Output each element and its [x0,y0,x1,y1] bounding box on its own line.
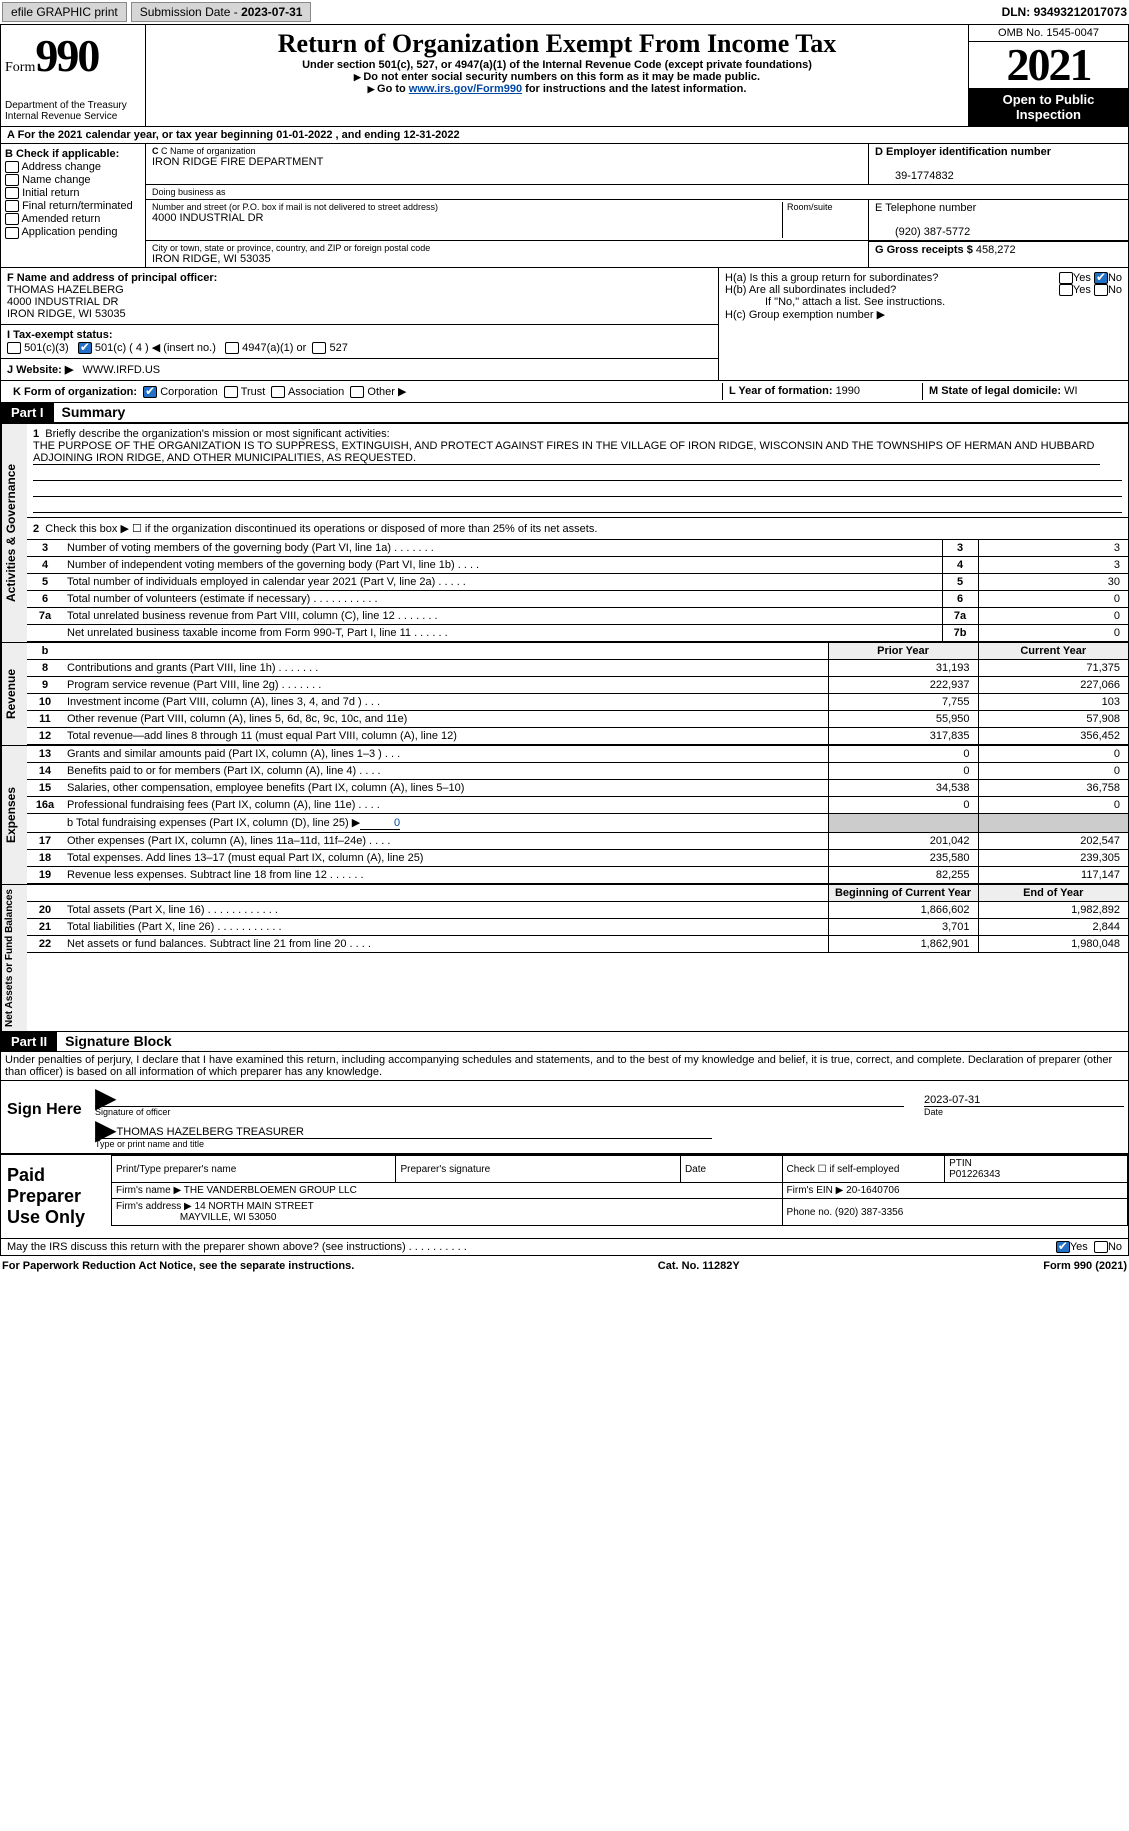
table-activities: 3Number of voting members of the governi… [27,540,1128,642]
chk-assoc[interactable] [271,386,285,398]
chk-discuss-yes[interactable] [1056,1241,1070,1253]
summary-netassets: Net Assets or Fund Balances Beginning of… [0,885,1129,1032]
form-number: Form990 [5,29,141,82]
row-a-tax-year: A For the 2021 calendar year, or tax yea… [0,127,1129,144]
form-title: Return of Organization Exempt From Incom… [152,29,962,59]
part2-header: Part IISignature Block [0,1032,1129,1052]
box-c-dba: Doing business as [146,185,868,199]
chk-hb-no[interactable] [1094,284,1108,296]
summary-activities: Activities & Governance 1 Briefly descri… [0,423,1129,643]
chk-name-change[interactable]: Name change [5,174,141,186]
vtab-netassets: Net Assets or Fund Balances [1,885,27,1031]
box-m-state: M State of legal domicile: WI [922,383,1122,400]
chk-ha-no[interactable] [1094,272,1108,284]
box-i-status: I Tax-exempt status: 501(c)(3) 501(c) ( … [7,329,712,354]
chk-4947[interactable] [225,342,239,354]
box-c-city: City or town, state or province, country… [146,241,868,267]
part1-header: Part ISummary [0,403,1129,423]
dept-treasury: Department of the Treasury Internal Reve… [5,100,141,122]
block-bcdeg: B Check if applicable: Address change Na… [0,144,1129,268]
box-g-receipts: G Gross receipts $ 458,272 [868,241,1128,267]
topbar: efile GRAPHIC print Submission Date - 20… [0,0,1129,24]
chk-501c3[interactable] [7,342,21,354]
penalty-statement: Under penalties of perjury, I declare th… [0,1052,1129,1080]
table-revenue: bPrior YearCurrent Year 8Contributions a… [27,643,1128,745]
chk-amended-return[interactable]: Amended return [5,213,141,225]
form-note-2: Go to www.irs.gov/Form990 for instructio… [152,83,962,95]
box-b: B Check if applicable: Address change Na… [1,144,146,267]
box-c-name: C C Name of organization IRON RIDGE FIRE… [146,144,868,184]
chk-trust[interactable] [224,386,238,398]
tax-year: 2021 [969,42,1128,88]
paid-preparer-block: Paid Preparer Use Only Print/Type prepar… [0,1154,1129,1239]
chk-corp[interactable] [143,386,157,398]
chk-address-change[interactable]: Address change [5,161,141,173]
vtab-expenses: Expenses [1,746,27,884]
form-note-1: Do not enter social security numbers on … [152,71,962,83]
open-to-public: Open to Public Inspection [969,88,1128,126]
box-l-year: L Year of formation: 1990 [722,383,922,400]
submission-date: Submission Date - 2023-07-31 [131,2,312,22]
box-h: H(a) Is this a group return for subordin… [718,268,1128,380]
form-header: Form990 Department of the Treasury Inter… [0,24,1129,127]
efile-button[interactable]: efile GRAPHIC print [2,2,127,22]
chk-other[interactable] [350,386,364,398]
summary-expenses: Expenses 13Grants and similar amounts pa… [0,746,1129,885]
summary-revenue: Revenue bPrior YearCurrent Year 8Contrib… [0,643,1129,746]
discuss-row: May the IRS discuss this return with the… [0,1239,1129,1256]
table-expenses: 13Grants and similar amounts paid (Part … [27,746,1128,884]
form-subtitle: Under section 501(c), 527, or 4947(a)(1)… [152,59,962,71]
chk-ha-yes[interactable] [1059,272,1073,284]
chk-discuss-no[interactable] [1094,1241,1108,1253]
box-k-form-org: K Form of organization: Corporation Trus… [7,383,722,400]
box-e-phone: E Telephone number (920) 387-5772 [868,200,1128,240]
block-fhij: F Name and address of principal officer:… [0,268,1129,381]
chk-application-pending[interactable]: Application pending [5,226,141,238]
row-klm: K Form of organization: Corporation Trus… [0,381,1129,403]
chk-501c[interactable] [78,342,92,354]
sign-here-block: Sign Here ▶ Signature of officer 2023-07… [0,1080,1129,1154]
irs-link[interactable]: www.irs.gov/Form990 [409,83,522,95]
page-footer: For Paperwork Reduction Act Notice, see … [0,1256,1129,1276]
box-c-address: Number and street (or P.O. box if mail i… [152,202,782,238]
chk-hb-yes[interactable] [1059,284,1073,296]
chk-final-return[interactable]: Final return/terminated [5,200,141,212]
box-j-website: J Website: ▶ WWW.IRFD.US [7,363,712,376]
mission-block: 1 Briefly describe the organization's mi… [27,424,1128,518]
box-f-officer: F Name and address of principal officer:… [7,272,712,320]
box-d-ein: D Employer identification number 39-1774… [868,144,1128,184]
dln: DLN: 93493212017073 [1002,5,1127,19]
box-c-room: Room/suite [782,202,862,238]
table-netassets: Beginning of Current YearEnd of Year 20T… [27,885,1128,953]
chk-527[interactable] [312,342,326,354]
vtab-activities: Activities & Governance [1,424,27,642]
chk-initial-return[interactable]: Initial return [5,187,141,199]
vtab-revenue: Revenue [1,643,27,745]
